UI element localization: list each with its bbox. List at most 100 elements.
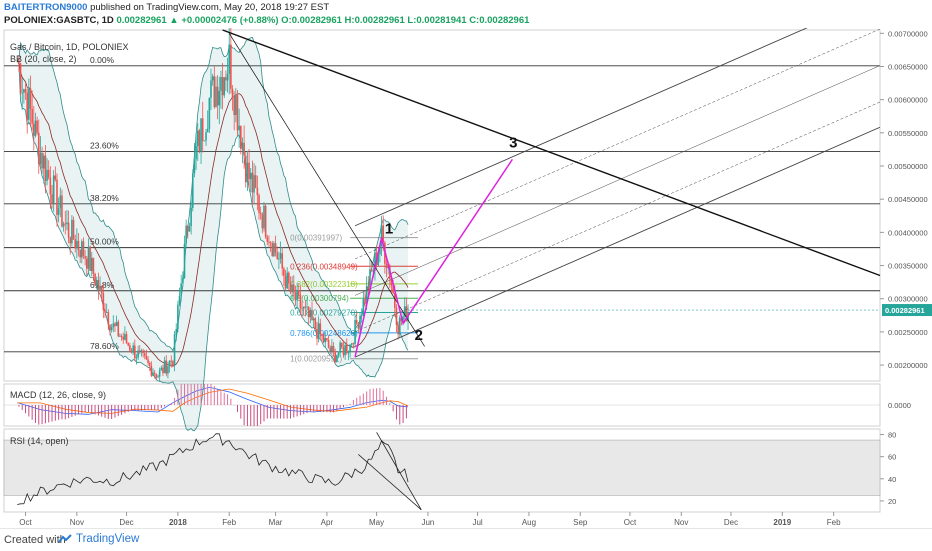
candle-body [312, 318, 315, 321]
candle [321, 333, 323, 341]
candle [218, 76, 221, 124]
fib-level-label: 61.8% [90, 280, 115, 290]
candle-body [87, 246, 90, 269]
candle-body [34, 120, 37, 136]
candle [312, 316, 315, 328]
pitchfork-line [354, 28, 808, 227]
candle-body [390, 278, 393, 286]
x-tick-label: Oct [624, 518, 637, 527]
candle-body [266, 236, 269, 242]
x-tick-label: Dec [724, 518, 738, 527]
last-price: 0.00282961 [116, 15, 167, 26]
candle [28, 78, 30, 125]
candle [289, 276, 292, 295]
candle [286, 267, 288, 290]
main-pane-frame [3, 29, 881, 382]
candle [115, 315, 118, 327]
candle-body [100, 285, 103, 294]
candle-body [251, 172, 254, 193]
fib-retracement-label: 0.382(0.00322318) [290, 280, 358, 289]
candle-body [94, 273, 96, 285]
candle-body [359, 315, 361, 329]
candle [279, 241, 282, 264]
candle-body [271, 243, 274, 257]
fib-level-label: 23.60% [90, 140, 119, 150]
candle-body [248, 162, 250, 180]
candle [74, 234, 77, 253]
candle-body [37, 132, 40, 164]
wave-label: 1 [385, 221, 393, 238]
candle-body [195, 146, 197, 160]
candle [251, 160, 254, 206]
chart-canvas[interactable]: 0.00% 23.60% 38.20% 50.00% 61.8% 78.60% 0(0.00… [0, 28, 932, 528]
candle [41, 146, 43, 174]
candle-body [216, 86, 219, 106]
y-tick-label: 0.00500000 [888, 162, 928, 171]
candle [177, 300, 179, 333]
candle-body [122, 336, 125, 340]
macd-tick-label: 0.0000 [888, 401, 911, 410]
candle [24, 83, 27, 100]
drawings[interactable]: 1 2 3 0.00282961 [222, 28, 932, 358]
candle-body [395, 307, 398, 326]
candle-body [196, 130, 199, 147]
candle-body [162, 367, 164, 374]
candle-body [190, 207, 192, 227]
candle [241, 137, 244, 164]
candle-body [147, 359, 149, 363]
candle-body [360, 315, 363, 317]
fib-level-label: 50.00% [90, 237, 119, 247]
candle [203, 140, 206, 142]
candle-body [79, 249, 81, 258]
tradingview-brand[interactable]: TradingView [76, 533, 140, 545]
fib-retracement-label: 0.786(0.00248626) [290, 329, 358, 338]
candle [143, 349, 146, 360]
candle-body [178, 295, 181, 305]
candle [52, 170, 55, 212]
candle [210, 68, 212, 111]
publish-line: BAITERTRON9000 published on TradingView.… [4, 1, 329, 14]
candle-body [397, 325, 399, 335]
candle [190, 193, 192, 235]
candle [206, 110, 209, 133]
x-tick-label: 2019 [773, 518, 791, 527]
candle [238, 108, 240, 148]
candle-body [206, 128, 209, 133]
candle [216, 75, 219, 120]
candle [215, 76, 217, 108]
grid [3, 29, 881, 513]
fib-retracement-label: 1(0.00209591) [290, 355, 342, 364]
fib-retracement-label: 0.236(0.00348949) [290, 262, 358, 271]
candle [23, 88, 25, 104]
candle-body [36, 120, 38, 133]
candle [357, 322, 360, 333]
bb-lower [16, 60, 409, 432]
candle [85, 255, 88, 276]
x-tick-label: 2018 [169, 518, 187, 527]
candle [152, 368, 154, 377]
candle [306, 297, 308, 310]
candle-body [249, 172, 252, 180]
candle [332, 342, 335, 357]
candle [82, 237, 85, 260]
candle [127, 342, 129, 347]
candle [360, 308, 363, 324]
candle-body [332, 345, 335, 352]
candle [84, 249, 86, 266]
candle-body [379, 246, 381, 255]
candle-body [382, 225, 385, 243]
author-link[interactable]: BAITERTRON9000 [4, 2, 88, 13]
candle-body [57, 208, 60, 215]
candle [95, 276, 98, 290]
candle [342, 340, 345, 358]
candle-body [89, 246, 91, 271]
candle [117, 319, 120, 338]
candle [337, 351, 340, 359]
candle [138, 345, 141, 355]
candle [316, 321, 318, 346]
candle-body [327, 339, 330, 348]
candle-body [362, 299, 365, 316]
candle-body [309, 310, 312, 318]
candle [158, 367, 161, 381]
candle-body [99, 285, 101, 290]
